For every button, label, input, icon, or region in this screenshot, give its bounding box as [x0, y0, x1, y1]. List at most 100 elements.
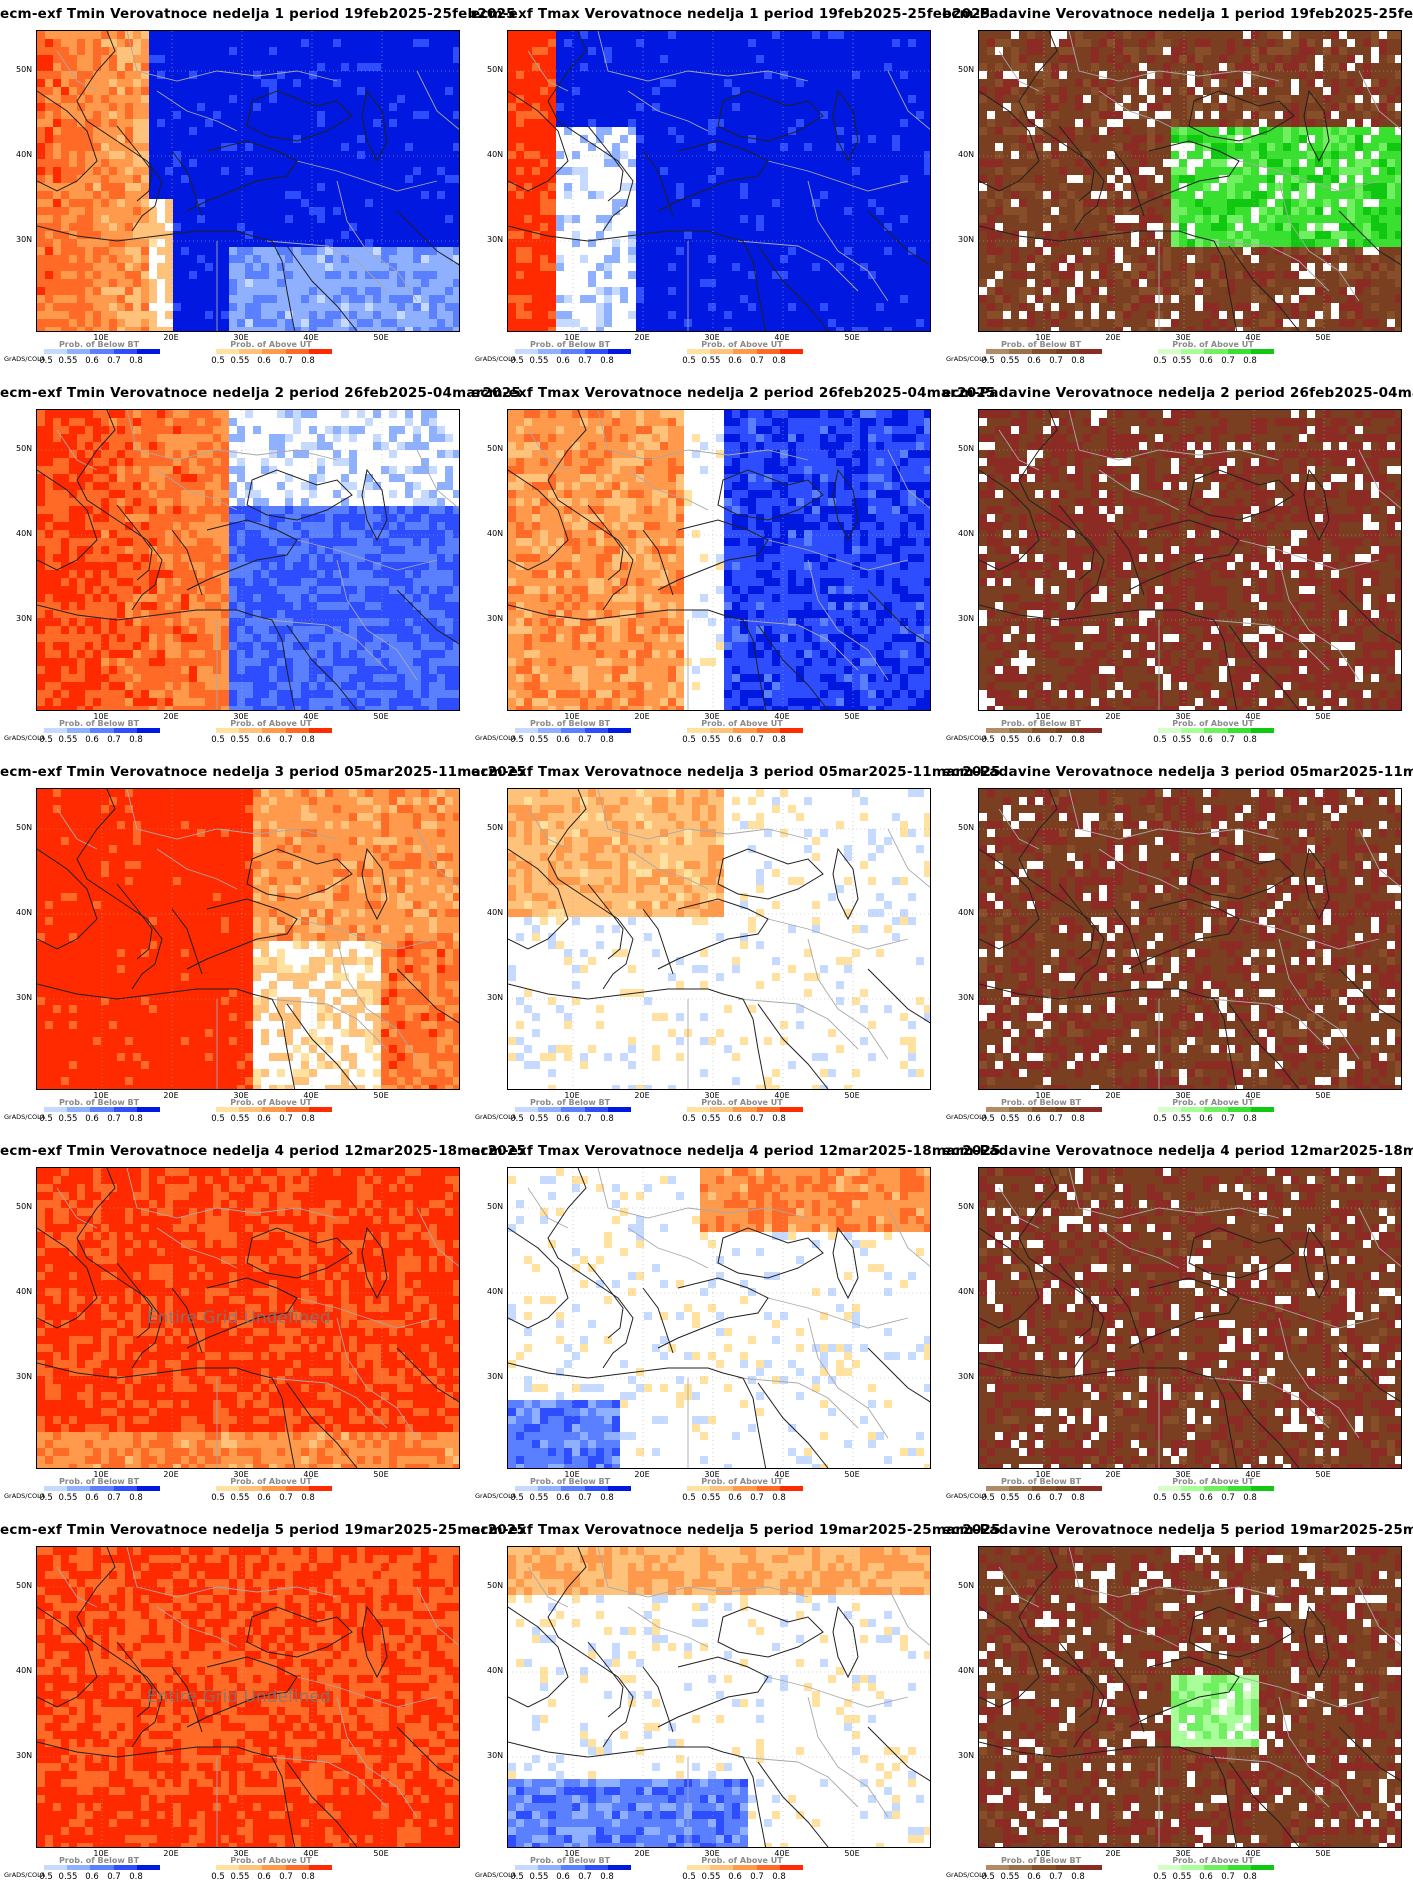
country-borders [56, 789, 459, 1089]
panel-tmin-week-5: ecm-exf Tmin Verovatnoce nedelja 5 perio… [0, 1516, 526, 1895]
panel-prec-week-5: ecm-Padavine Verovatnoce nedelja 5 perio… [942, 1516, 1413, 1895]
legend-swatch [710, 349, 734, 354]
panel-prec-week-3: ecm-Padavine Verovatnoce nedelja 3 perio… [942, 758, 1413, 1137]
graticule [979, 410, 1401, 710]
longitude-label: 10E [93, 1849, 108, 1858]
legend-swatch [538, 1486, 562, 1491]
map-plot [507, 1546, 931, 1848]
longitude-label: 10E [564, 1849, 579, 1858]
grads-credit: GrADS/COLA [4, 1113, 45, 1121]
legend-swatch [1032, 1107, 1056, 1112]
panel-title: ecm-exf Tmax Verovatnoce nedelja 4 perio… [471, 1143, 1000, 1159]
map-svg [979, 31, 1401, 331]
legend-swatch [607, 1107, 632, 1112]
legend-tick-label: 0.55 [702, 1114, 721, 1124]
latitude-label: 40N [487, 1287, 503, 1296]
legend-tick-label: 0.6 [85, 1493, 99, 1503]
longitude-label: 50E [373, 712, 388, 721]
legend-swatch [216, 349, 240, 354]
legend-swatch [986, 1486, 1010, 1491]
country-borders [527, 31, 930, 331]
legend-swatch [44, 728, 68, 733]
legend-tick-label: 0.6 [257, 1872, 271, 1882]
longitude-label: 50E [844, 712, 859, 721]
legend-tick-label: 0.5 [510, 735, 524, 745]
legend-swatch [779, 349, 804, 354]
panel-tmax-week-5: ecm-exf Tmax Verovatnoce nedelja 5 perio… [471, 1516, 1000, 1895]
map-plot [36, 788, 460, 1090]
legend-tick-label: 0.55 [231, 1114, 250, 1124]
grads-credit: GrADS/COLA [475, 1871, 516, 1879]
legend-swatch [1078, 349, 1103, 354]
legend-swatch [1078, 1865, 1103, 1870]
legend-title: Prob. of Below BT [509, 340, 631, 349]
map-plot: Entire Grid Undefined [36, 1546, 460, 1848]
legend-swatch [1227, 1486, 1251, 1491]
legend-tick-label: 0.6 [728, 1493, 742, 1503]
legend-tick-label: 0.7 [279, 1872, 293, 1882]
coastlines [979, 31, 1401, 331]
legend: Prob. of Above UT 0.5 0.55 0.6 0.7 0.8 [210, 1856, 333, 1886]
legend-swatch [515, 1865, 539, 1870]
legend-tick-label: 0.55 [59, 735, 78, 745]
panel-title: ecm-exf Tmin Verovatnoce nedelja 4 perio… [0, 1143, 526, 1159]
legend-swatch [44, 349, 68, 354]
legend-tick-label: 0.7 [107, 356, 121, 366]
legend-swatch [710, 1107, 734, 1112]
panel-title: ecm-Padavine Verovatnoce nedelja 1 perio… [942, 6, 1413, 22]
legend-swatch [561, 728, 585, 733]
legend-swatch [538, 1865, 562, 1870]
legend-swatch [239, 1107, 263, 1112]
legend-tick-label: 0.7 [279, 1114, 293, 1124]
longitude-label: 40E [303, 333, 318, 342]
longitude-label: 10E [1035, 333, 1050, 342]
legend-swatch [1158, 728, 1182, 733]
legend-tick-label: 0.8 [1243, 1493, 1257, 1503]
grads-credit: GrADS/COLA [946, 355, 987, 363]
grads-credit: GrADS/COLA [946, 1113, 987, 1121]
legend-tick-label: 0.7 [1049, 1493, 1063, 1503]
panel-title: ecm-exf Tmin Verovatnoce nedelja 3 perio… [0, 764, 526, 780]
legend-swatch [1181, 1486, 1205, 1491]
latitude-label: 50N [16, 444, 32, 453]
longitude-label: 20E [163, 1470, 178, 1479]
longitude-label: 50E [844, 333, 859, 342]
latitude-label: 30N [958, 993, 974, 1002]
longitude-label: 40E [1245, 1470, 1260, 1479]
country-borders [527, 1168, 930, 1468]
legend-swatch [67, 1865, 91, 1870]
latitude-label: 50N [958, 444, 974, 453]
latitude-label: 50N [958, 823, 974, 832]
legend-colorbar [687, 349, 804, 354]
latitude-label: 50N [958, 1581, 974, 1590]
legend-swatch [607, 1486, 632, 1491]
longitude-label: 50E [1315, 712, 1330, 721]
legend-tick-label: 0.55 [59, 356, 78, 366]
panel-title: ecm-Padavine Verovatnoce nedelja 2 perio… [942, 385, 1413, 401]
legend-tick-label: 0.5 [682, 1114, 696, 1124]
country-borders [998, 410, 1401, 710]
legend-swatch [733, 1486, 757, 1491]
probability-cells [508, 1547, 930, 1847]
legend: Prob. of Below BT 0.5 0.55 0.6 0.7 0.8 [509, 719, 632, 749]
legend-tick-label: 0.8 [600, 356, 614, 366]
longitude-label: 30E [1175, 1849, 1190, 1858]
legend-swatch [1204, 349, 1228, 354]
map-svg [508, 1547, 930, 1847]
map-plot [507, 1167, 931, 1469]
legend-colorbar [986, 349, 1103, 354]
latitude-label: 40N [487, 529, 503, 538]
map-svg [508, 789, 930, 1089]
legend-title: Prob. of Below BT [980, 1477, 1102, 1486]
panel-tmax-week-4: ecm-exf Tmax Verovatnoce nedelja 4 perio… [471, 1137, 1000, 1516]
panel-title: ecm-exf Tmin Verovatnoce nedelja 2 perio… [0, 385, 521, 401]
legend: Prob. of Below BT 0.5 0.55 0.6 0.7 0.8 [38, 719, 161, 749]
legend-tick-label: 0.6 [556, 735, 570, 745]
graticule [979, 31, 1401, 331]
longitude-label: 10E [564, 712, 579, 721]
latitude-label: 50N [487, 444, 503, 453]
legend: Prob. of Above UT 0.5 0.55 0.6 0.7 0.8 [681, 340, 804, 370]
legend-tick-label: 0.7 [578, 1114, 592, 1124]
latitude-label: 30N [958, 1372, 974, 1381]
legend-tick-label: 0.55 [231, 356, 250, 366]
